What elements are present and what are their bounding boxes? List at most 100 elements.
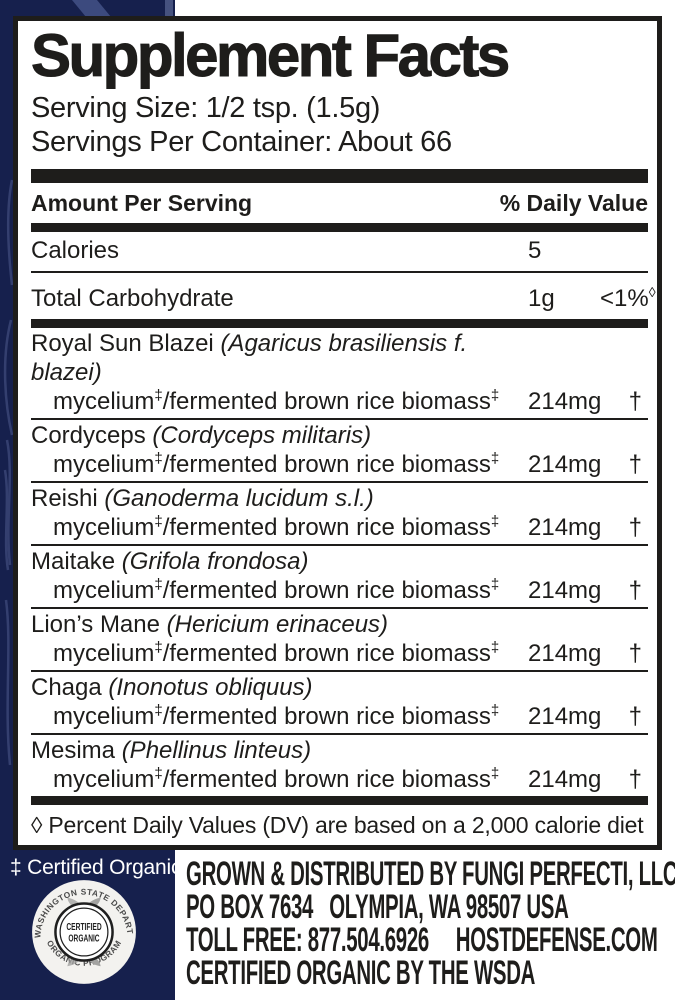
ingredient-row: Royal Sun Blazei (Agaricus brasiliensis … [31,328,648,418]
footnote-dv-not-established: † Daily Value (DV) not established [31,840,648,845]
subline-text: mycelium [53,451,155,478]
subline-text: mycelium [53,766,155,793]
ingredient-text: Royal Sun Blazei (Agaricus brasiliensis … [31,329,528,416]
seal-inner-ring-2 [59,907,109,957]
subline-text: mycelium [53,640,155,667]
ingredient-row: Maitake (Grifola frondosa) mycelium‡/fer… [31,544,648,607]
seal-inner-ring [54,902,114,962]
ingredient-text: Lion’s Mane (Hericium erinaceus) myceliu… [31,610,528,668]
ingredient-text: Reishi (Ganoderma lucidum s.l.) mycelium… [31,484,528,542]
ingredient-scientific-name: (Hericium erinaceus) [166,611,389,638]
dv-value: <1% [600,285,649,312]
certified-organic-mark: ‡ [490,387,500,404]
total-carbohydrate-row: Total Carbohydrate 1g <1%◊ [31,271,656,319]
ingredient-name: Lion’s Mane [31,611,160,638]
nutrient-name: Total Carbohydrate [31,285,234,312]
ingredient-dv: † [628,640,642,667]
ingredient-name-line: Chaga (Inonotus obliquus) [31,673,528,702]
decorative-top-shape [72,0,173,17]
amount-header-row: Amount Per Serving % Daily Value [31,183,648,223]
ingredient-row: Lion’s Mane (Hericium erinaceus) myceliu… [31,607,648,670]
ingredient-dv: † [628,577,642,604]
ingredient-scientific-name: (Grifola frondosa) [121,548,309,575]
medium-divider-bar [31,319,648,328]
subline-text: mycelium [53,388,155,415]
seal-center-line2: ORGANIC [68,933,100,944]
panel-title: Supplement Facts [31,22,511,89]
ingredient-dv: † [628,766,642,793]
subline-text: /fermented brown rice biomass [162,766,491,793]
ingredient-subline: mycelium‡/fermented brown rice biomass‡ [53,450,528,479]
ingredient-list: Royal Sun Blazei (Agaricus brasiliensis … [31,328,648,796]
ingredient-dv: † [628,514,642,541]
ingredient-name-line: Lion’s Mane (Hericium erinaceus) [31,610,528,639]
address-line-pobox: PO BOX 7634 OLYMPIA, WA 98507 USA [186,888,569,926]
ingredient-name: Mesima [31,737,116,764]
certified-organic-mark: ‡ [154,765,163,782]
decorative-botanical-art [3,179,14,766]
ingredient-scientific-name: (Agaricus brasiliensis f. blazei) [31,330,468,386]
calories-row: Calories 5 [31,232,648,271]
ingredient-subline: mycelium‡/fermented brown rice biomass‡ [53,639,528,668]
nutrient-dv: <1%◊ [600,277,656,314]
medium-divider-bar [31,796,648,805]
daily-value-label: % Daily Value [499,190,648,216]
subline-text: mycelium [53,703,155,730]
ingredient-name-line: Royal Sun Blazei (Agaricus brasiliensis … [31,329,528,387]
ingredient-dv: † [628,703,642,730]
ingredient-name: Royal Sun Blazei [31,330,214,357]
nutrient-amount: 5 [528,237,542,264]
certified-organic-mark: ‡ [154,387,163,404]
ingredient-row: Mesima (Phellinus linteus) mycelium‡/fer… [31,733,648,796]
medium-divider-bar [31,223,648,232]
certified-organic-mark: ‡ [154,513,163,530]
ingredient-dv: † [628,388,642,415]
ingredient-subline: mycelium‡/fermented brown rice biomass‡ [53,576,528,605]
certified-organic-mark: ‡ [154,576,163,593]
amount-per-serving-label: Amount Per Serving [31,190,253,216]
ingredient-row: Cordyceps (Cordyceps militaris) mycelium… [31,418,648,481]
ingredient-amount: 214mg [528,451,602,478]
ingredient-name: Cordyceps [31,422,146,449]
ingredient-row: Reishi (Ganoderma lucidum s.l.) mycelium… [31,481,648,544]
ingredient-row: Chaga (Inonotus obliquus) mycelium ‡/ferm… [31,670,648,733]
footnotes: ◊ Percent Daily Values (DV) are based on… [31,811,648,845]
certified-organic-mark: ‡ [154,450,163,467]
ingredient-text: Chaga (Inonotus obliquus) mycelium ‡/ferm… [31,673,528,731]
serving-size: Serving Size: 1/2 tsp. (1.5g) [31,92,381,124]
subline-text: /fermented brown rice biomass [162,388,491,415]
subline-text: /fermented brown rice biomass [162,577,491,604]
wsda-certified-organic-seal: WASHINGTON STATE DEPARTMENT OF AGRICULTU… [30,878,136,984]
address-line-phone-web: TOLL FREE: 877.504.6926 HOSTDEFENSE.COM [186,921,658,959]
subline-text: /fermented brown rice biomass [162,640,491,667]
subline-text: /fermented brown rice biomass [162,703,491,730]
ingredient-amount: 214mg [528,388,602,415]
distributor-address-block: GROWN & DISTRIBUTED BY FUNGI PERFECTI, L… [186,857,675,992]
certified-organic-label: ‡ Certified Organic [10,856,182,879]
ingredient-name: Chaga [31,674,102,701]
ingredient-name-line: Reishi (Ganoderma lucidum s.l.) [31,484,528,513]
certified-organic-mark: ‡ [490,513,500,530]
ingredient-amount: 214mg [528,703,602,730]
ingredient-name-line: Maitake (Grifola frondosa) [31,547,528,576]
ingredient-subline: mycelium‡/fermented brown rice biomass‡ [53,513,528,542]
ingredient-name: Maitake [31,548,116,575]
ingredient-scientific-name: (Phellinus linteus) [121,737,312,764]
nutrient-name: Calories [31,237,120,264]
ingredient-text: Maitake (Grifola frondosa) mycelium‡/fer… [31,547,528,605]
subline-text: /fermented brown rice biomass [162,514,491,541]
ingredient-amount: 214mg [528,577,602,604]
dv-footnote-mark: ◊ [648,284,656,300]
ingredient-scientific-name: (Inonotus obliquus) [108,674,313,701]
servings-per-container: Servings Per Container: About 66 [31,126,452,158]
address-line-certification: CERTIFIED ORGANIC BY THE WSDA [186,954,536,992]
certified-organic-mark: ‡ [490,702,500,719]
ingredient-scientific-name: (Ganoderma lucidum s.l.) [104,485,374,512]
subline-text: mycelium [53,514,155,541]
ingredient-name-line: Mesima (Phellinus linteus) [31,736,528,765]
ingredient-scientific-name: (Cordyceps militaris) [152,422,372,449]
ingredient-amount: 214mg [528,766,602,793]
certified-organic-mark: ‡ [490,450,500,467]
ingredient-text: Cordyceps (Cordyceps militaris) mycelium… [31,421,528,479]
